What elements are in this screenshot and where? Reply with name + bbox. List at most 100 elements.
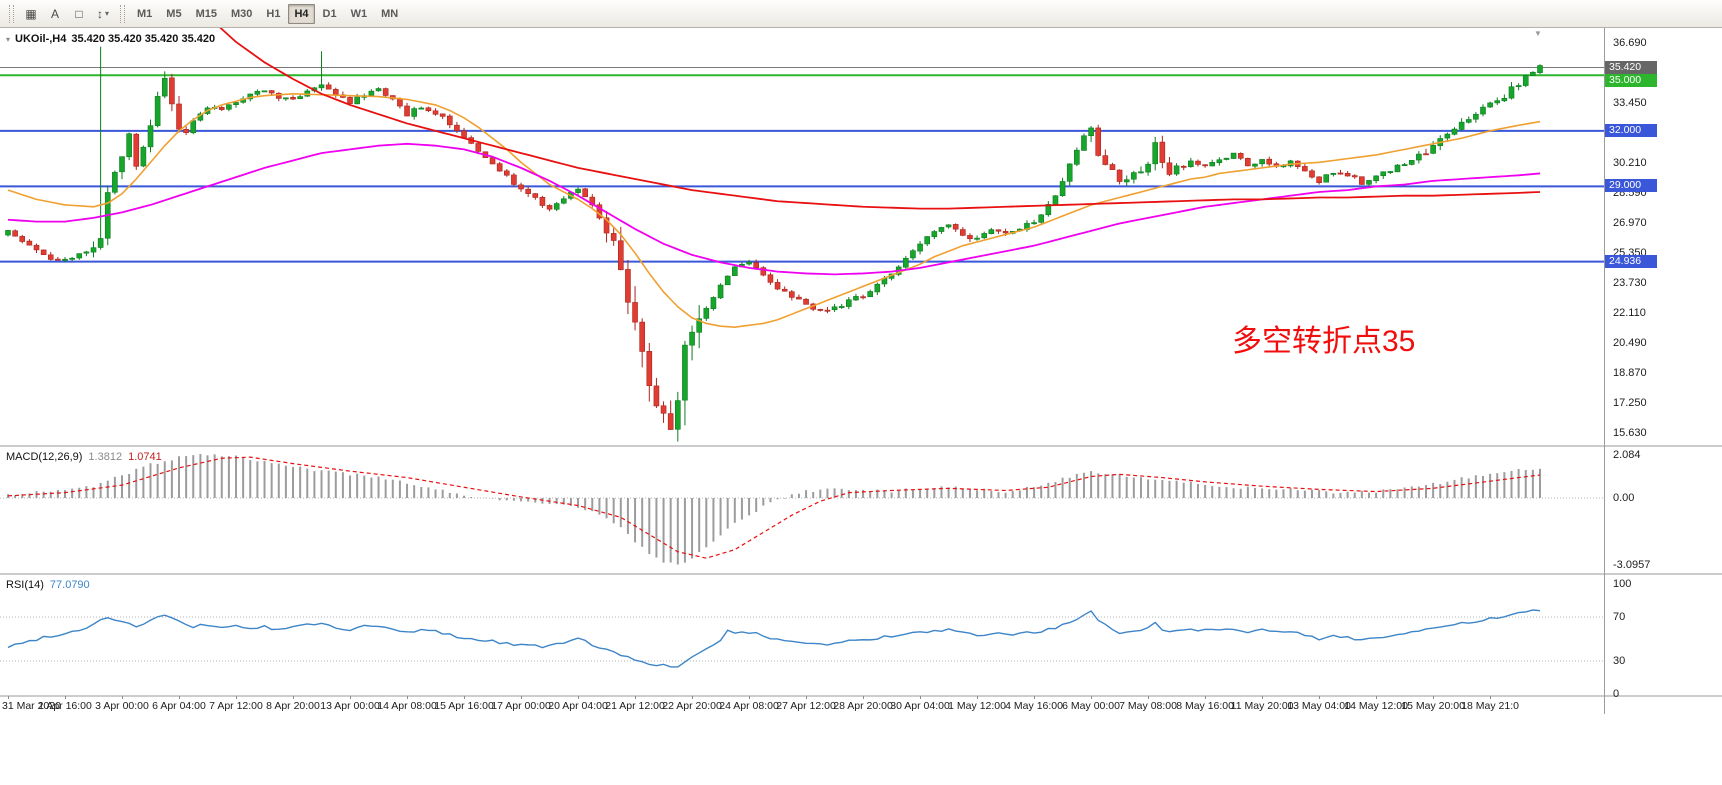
time-axis-label: 6 Apr 04:00 [152, 700, 206, 712]
toolbar-grip[interactable] [9, 4, 14, 23]
chart-objects-tool-button[interactable]: ▦ [19, 3, 43, 25]
time-axis-label: 20 Apr 04:00 [548, 700, 608, 712]
price-tick-label: 36.690 [1613, 37, 1647, 49]
time-axis-label: 1 Apr 16:00 [38, 700, 92, 712]
macd-value: 1.3812 [88, 451, 123, 463]
timeframe-button-H4[interactable]: H4 [288, 3, 315, 24]
price-tag-29.000: 29.000 [1605, 179, 1657, 193]
time-axis-label: 15 Apr 16:00 [434, 700, 494, 712]
rsi-panel[interactable] [0, 609, 1604, 668]
price-axis[interactable]: 36.69033.45031.83030.21028.59026.97025.3… [1604, 0, 1722, 714]
price-tick-label: 15.630 [1613, 427, 1647, 439]
time-tick [1490, 696, 1492, 699]
time-axis-label: 28 Apr 20:00 [833, 700, 893, 712]
time-axis-label: 4 May 16:00 [1005, 700, 1063, 712]
rsi-scale-label: 100 [1613, 578, 1632, 590]
timeframe-button-W1[interactable]: W1 [350, 7, 368, 20]
time-axis-label: 7 Apr 12:00 [209, 700, 263, 712]
time-tick [1034, 696, 1036, 699]
time-tick [1433, 696, 1435, 699]
ma-mid-line [7, 142, 1541, 276]
time-tick [65, 696, 66, 699]
time-tick [407, 696, 409, 699]
symbol-period-label: UKOil-,H4 [15, 33, 67, 45]
time-axis-label: 6 May 00:00 [1062, 700, 1120, 712]
timeframe-button-H1[interactable]: H1 [266, 7, 281, 20]
moving-averages-layer [7, 28, 1541, 328]
chart-canvas[interactable] [0, 0, 1722, 714]
time-axis-label: 7 May 08:00 [1119, 700, 1177, 712]
toolbar-grip-2[interactable] [120, 4, 125, 23]
time-tick [122, 696, 123, 699]
time-tick [692, 696, 694, 699]
time-tick [236, 696, 238, 699]
arrows-tool-button[interactable]: ↕ ▾ [91, 3, 115, 25]
time-axis-label: 8 Apr 20:00 [266, 700, 320, 712]
time-axis[interactable]: 31 Mar 2020 1 Apr 16:00 3 Apr 00:00 6 Apr 0… [0, 696, 1604, 714]
time-axis-label: 17 Apr 00:00 [491, 700, 551, 712]
price-tick-label: 22.110 [1613, 307, 1646, 319]
ma-fast-line [7, 93, 1541, 328]
candles-layer [5, 46, 1543, 442]
macd-header: MACD(12,26,9) 1.3812 1.0741 [6, 451, 162, 463]
macd-name-label: MACD(12,26,9) [6, 451, 83, 463]
rsi-name-label: RSI(14) [6, 579, 44, 591]
time-axis-label: 31 Mar 2020 [2, 700, 61, 712]
timeframe-button-M1[interactable]: M1 [137, 7, 153, 20]
timeframe-button-M30[interactable]: M30 [230, 7, 253, 20]
chevron-down-icon: ▾ [104, 9, 109, 18]
chart-shift-marker[interactable]: ▼ [1534, 29, 1542, 38]
rsi-scale-label: 70 [1613, 611, 1626, 623]
ohlc-values: 35.420 35.420 35.420 35.420 [71, 33, 216, 45]
time-tick [179, 696, 180, 699]
time-axis-label: 18 May 21:0 [1461, 700, 1520, 712]
timeframes-group: M1 M5 M15 M30 H1 H4 D1 W1 MN [130, 3, 405, 24]
timeframe-button-MN[interactable]: MN [381, 7, 399, 20]
time-axis-label: 24 Apr 08:00 [719, 700, 779, 712]
chart-menu-icon[interactable]: ▾ [6, 34, 11, 44]
timeframe-button-D1[interactable]: D1 [322, 7, 337, 20]
macd-scale-label: 0.00 [1613, 492, 1635, 504]
time-axis-label: 8 May 16:00 [1176, 700, 1234, 712]
time-axis-label: 11 May 20:00 [1230, 700, 1294, 712]
time-tick [1205, 696, 1207, 699]
time-tick [1376, 696, 1378, 699]
time-axis-label: 27 Apr 12:00 [776, 700, 836, 712]
text-label-icon: A [50, 6, 59, 21]
timeframe-button-M5[interactable]: M5 [166, 7, 182, 20]
rsi-header: RSI(14) 77.0790 [6, 579, 90, 591]
time-tick [806, 696, 808, 699]
time-tick [8, 696, 9, 699]
timeframe-button-M15[interactable]: M15 [195, 7, 217, 20]
price-tick-label: 30.210 [1613, 157, 1647, 169]
shape-icon: □ [75, 6, 83, 21]
macd-signal-value: 1.0741 [128, 451, 162, 463]
macd-signal-line [7, 456, 1541, 559]
rsi-scale-label: 0 [1613, 688, 1620, 700]
ma-slow-line [219, 28, 1541, 210]
time-tick [578, 696, 580, 699]
time-tick [350, 696, 352, 699]
macd-panel[interactable] [0, 454, 1604, 565]
price-tag-32.000: 32.000 [1605, 123, 1657, 137]
time-tick [293, 696, 295, 699]
macd-scale-label: 2.084 [1613, 449, 1641, 461]
price-tag-35.420: 35.420 [1605, 60, 1657, 74]
main-price-panel[interactable] [0, 67, 1604, 263]
time-axis-label: 21 Apr 12:00 [605, 700, 665, 712]
price-tick-label: 18.870 [1613, 367, 1647, 379]
time-axis-label: 22 Apr 20:00 [662, 700, 722, 712]
chart-objects-icon: ▦ [25, 6, 37, 21]
time-tick [977, 696, 979, 699]
text-label-tool-button[interactable]: A [43, 3, 67, 25]
time-tick [521, 696, 523, 699]
macd-scale-label: -3.0957 [1613, 558, 1651, 571]
shape-tool-button[interactable]: □ [67, 3, 91, 25]
time-tick [1148, 696, 1150, 699]
time-axis-label: 13 Apr 00:00 [320, 700, 380, 712]
time-tick [1319, 696, 1321, 699]
chart-annotation-text[interactable]: 多空转折点35 [1232, 325, 1416, 358]
time-axis-label: 1 May 12:00 [948, 700, 1006, 712]
price-tick-label: 26.970 [1613, 217, 1647, 229]
